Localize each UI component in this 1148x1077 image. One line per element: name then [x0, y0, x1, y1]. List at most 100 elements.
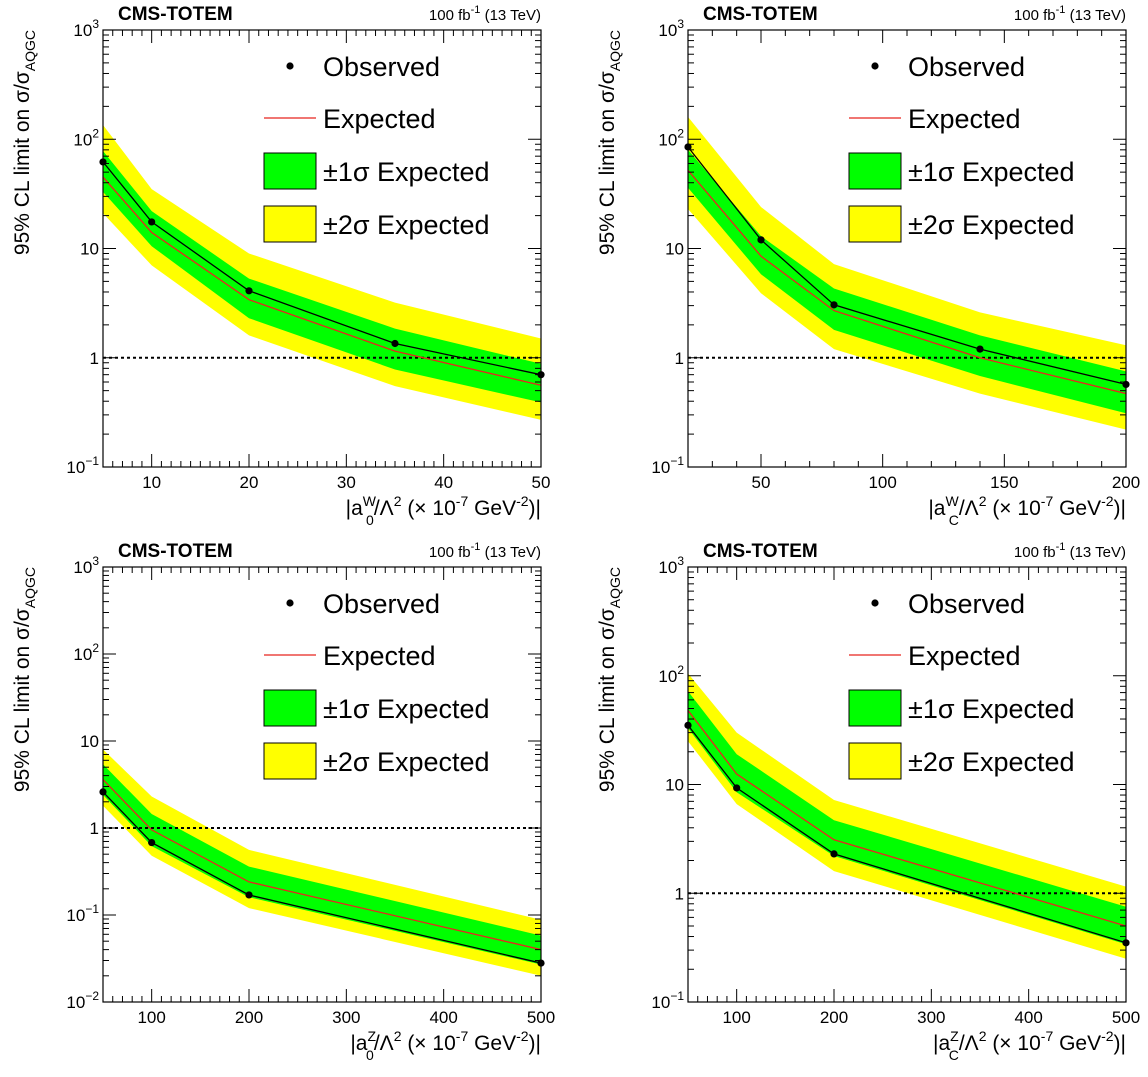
legend-2sigma-label: ±2σ Expected — [323, 747, 490, 777]
observed-point — [391, 339, 399, 348]
x-tick-label: 50 — [752, 473, 771, 492]
expected-line — [688, 710, 1126, 927]
x-tick-label: 100 — [722, 1008, 750, 1027]
y-tick-label: 10−1 — [66, 454, 99, 477]
y-tick-label: 102 — [73, 641, 99, 664]
x-tick-label: 400 — [1014, 1008, 1042, 1027]
legend-1sigma-label: ±1σ Expected — [323, 157, 490, 187]
chart-panel-2: 50 100 150 200 10−1 1 10 102 103 CMS-TOTEM 100 fb-… — [596, 4, 1140, 528]
band-1sigma — [688, 691, 1126, 945]
observed-line — [103, 791, 541, 964]
observed-point — [245, 891, 253, 899]
band-1sigma — [103, 151, 541, 403]
legend-2sigma-box — [848, 742, 902, 780]
x-tick-label: 20 — [240, 473, 259, 492]
x-tick-label: 500 — [1112, 1008, 1140, 1027]
band-1sigma — [103, 764, 541, 965]
x-tick-label: 100 — [868, 473, 896, 492]
x-tick-label: 40 — [434, 473, 453, 492]
y-tick-label: 102 — [658, 663, 684, 686]
x-tick-label: 200 — [820, 1008, 848, 1027]
legend-observed-marker — [286, 599, 294, 607]
expected-line — [688, 169, 1126, 395]
legend-1sigma-box — [263, 152, 317, 190]
chart-panel-3: 100 200 300 400 500 10−2 10−1 1 10 102 103 CMS-TOTE… — [11, 541, 555, 1063]
y-tick-label: 10−1 — [651, 989, 684, 1012]
legend-2sigma-box — [263, 205, 317, 243]
x-axis-label: |aZ C/Λ2 (× 10-7 GeV-2)| — [933, 1028, 1126, 1063]
x-tick-label: 150 — [990, 473, 1018, 492]
chart-panel-1: 10 20 30 40 50 10−1 1 10 102 103 CMS-TOTEM 100 fb-1… — [11, 4, 550, 528]
legend-2sigma-box — [263, 742, 317, 780]
legend-expected-label: Expected — [323, 104, 436, 134]
legend-1sigma-box — [848, 152, 902, 190]
x-tick-label: 100 — [137, 1008, 165, 1027]
legend-observed-label: Observed — [323, 589, 440, 619]
chart-panel-4: 100 200 300 400 500 10−1 1 10 102 103 CMS-TOTEM 100… — [596, 541, 1140, 1063]
y-tick-label: 10−1 — [66, 902, 99, 925]
legend-1sigma-label: ±1σ Expected — [908, 157, 1075, 187]
y-tick-label: 102 — [73, 126, 99, 149]
y-tick-label: 103 — [658, 554, 684, 577]
legend: Observed Expected ±1σ Expected ±2σ Expected — [263, 589, 490, 780]
x-tick-label: 400 — [429, 1008, 457, 1027]
y-tick-label: 10−1 — [651, 454, 684, 477]
observed-point — [733, 784, 741, 792]
y-tick-label: 102 — [658, 126, 684, 149]
legend-1sigma-label: ±1σ Expected — [323, 694, 490, 724]
legend-1sigma-box — [263, 689, 317, 727]
x-tick-label: 300 — [917, 1008, 945, 1027]
y-axis-label: 95% CL limit on σ/σAQGC — [596, 30, 623, 255]
observed-point — [148, 218, 156, 226]
legend-2sigma-label: ±2σ Expected — [908, 210, 1075, 240]
legend-1sigma-box — [848, 689, 902, 727]
y-tick-label: 1 — [675, 884, 684, 903]
x-tick-label: 300 — [332, 1008, 360, 1027]
lumi-label: 100 fb-1 (13 TeV) — [1014, 4, 1126, 24]
plot-area — [103, 749, 541, 976]
legend-observed-marker — [286, 62, 294, 70]
legend-observed-label: Observed — [323, 52, 440, 82]
y-tick-label: 1 — [90, 349, 99, 368]
plot-frame — [102, 566, 542, 1003]
lumi-label: 100 fb-1 (13 TeV) — [1014, 541, 1126, 561]
y-tick-label: 10 — [665, 776, 684, 795]
y-tick-label: 1 — [90, 819, 99, 838]
legend-expected-label: Expected — [323, 641, 436, 671]
x-axis-label: |aZ 0/Λ2 (× 10-7 GeV-2)| — [350, 1028, 541, 1063]
legend-observed-marker — [871, 599, 879, 607]
y-axis-label: 95% CL limit on σ/σAQGC — [11, 30, 38, 255]
band-1sigma — [688, 149, 1126, 414]
y-axis-label: 95% CL limit on σ/σAQGC — [596, 567, 623, 792]
legend-observed-marker — [871, 62, 879, 70]
legend-observed-label: Observed — [908, 589, 1025, 619]
legend: Observed Expected ±1σ Expected ±2σ Expected — [263, 52, 490, 243]
legend-expected-label: Expected — [908, 104, 1021, 134]
legend-1sigma-label: ±1σ Expected — [908, 694, 1075, 724]
expected-line — [103, 176, 541, 386]
x-tick-label: 30 — [337, 473, 356, 492]
observed-line — [688, 724, 1126, 944]
legend: Observed Expected ±1σ Expected ±2σ Expected — [848, 589, 1075, 780]
y-axis-label: 95% CL limit on σ/σAQGC — [11, 567, 38, 792]
x-tick-label: 200 — [1112, 473, 1140, 492]
y-tick-label: 103 — [658, 17, 684, 40]
y-tick-label: 10−2 — [66, 989, 99, 1012]
observed-point — [830, 301, 838, 309]
y-tick-label: 10 — [80, 240, 99, 259]
expected-line — [103, 779, 541, 951]
observed-point — [757, 236, 765, 244]
legend-2sigma-label: ±2σ Expected — [323, 210, 490, 240]
experiment-label: CMS-TOTEM — [703, 4, 818, 25]
x-tick-label: 50 — [532, 473, 551, 492]
lumi-label: 100 fb-1 (13 TeV) — [429, 4, 541, 24]
lumi-label: 100 fb-1 (13 TeV) — [429, 541, 541, 561]
observed-point — [148, 838, 156, 847]
y-tick-label: 1 — [675, 349, 684, 368]
legend-2sigma-box — [848, 205, 902, 243]
plot-area — [103, 125, 541, 420]
legend-2sigma-label: ±2σ Expected — [908, 747, 1075, 777]
x-tick-label: 200 — [235, 1008, 263, 1027]
legend-expected-label: Expected — [908, 641, 1021, 671]
